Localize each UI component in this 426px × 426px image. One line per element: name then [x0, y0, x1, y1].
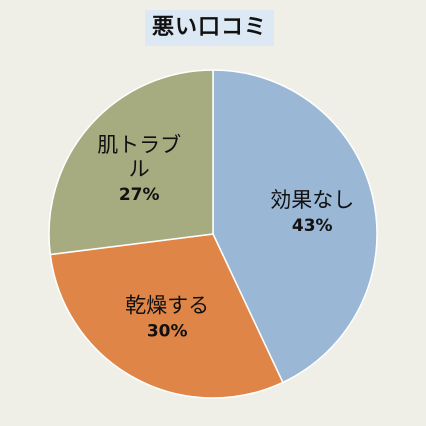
slice-value-label: 27%: [119, 185, 160, 205]
slice-category-label: 効果なし: [270, 188, 354, 212]
slice-category-label: 肌トラブル: [97, 133, 181, 181]
pie-slice: [49, 233, 284, 399]
chart-title-box: 悪い口コミ: [145, 10, 274, 46]
pie-slice: [212, 69, 378, 384]
pie-slice: [48, 69, 214, 256]
chart-title: 悪い口コミ: [151, 15, 267, 40]
slice-value-label: 30%: [147, 321, 188, 341]
slice-category-label: 乾燥する: [125, 293, 209, 317]
slice-value-label: 43%: [292, 216, 333, 236]
